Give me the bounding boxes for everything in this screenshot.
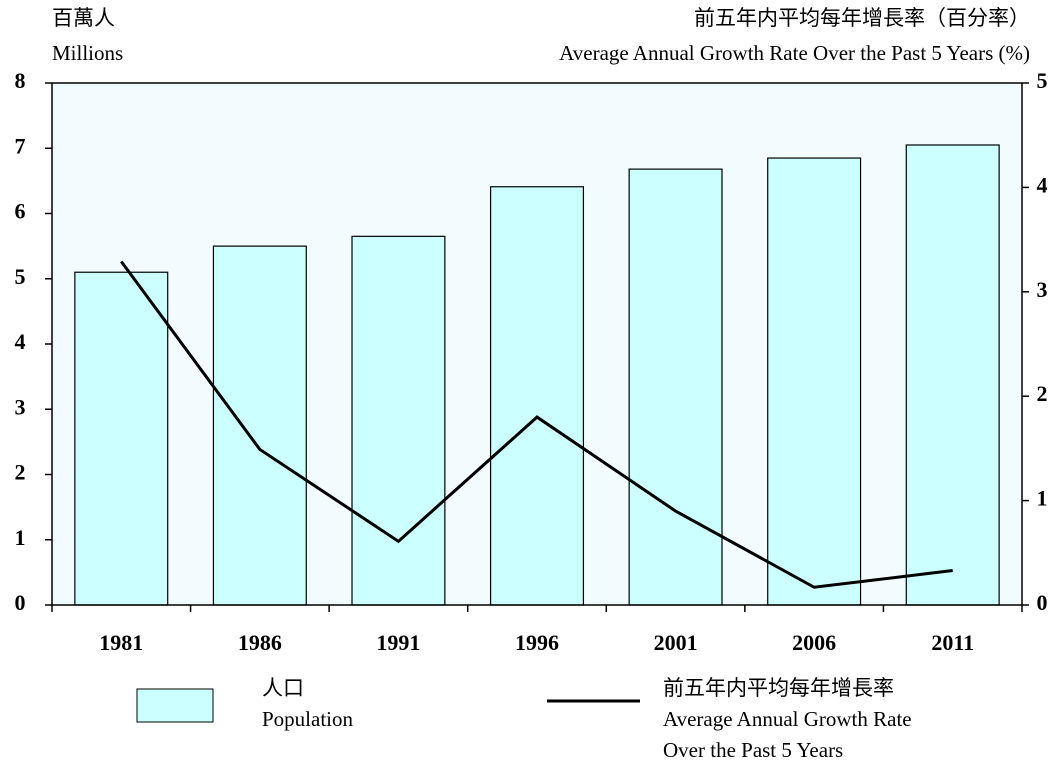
- legend-label: 前五年内平均每年增長率: [663, 676, 894, 700]
- y2-tick-label: 2: [1037, 381, 1048, 406]
- y2-tick-label: 1: [1037, 486, 1048, 511]
- y-tick-label: 3: [15, 394, 26, 419]
- bar: [905, 144, 1000, 606]
- x-tick-label: 2006: [792, 630, 836, 655]
- y2-tick-label: 5: [1037, 68, 1048, 93]
- x-tick-label: 1996: [515, 630, 559, 655]
- y2-tick-label: 3: [1037, 277, 1048, 302]
- x-tick-label: 1981: [99, 630, 143, 655]
- y-tick-label: 8: [15, 68, 26, 93]
- y-tick-label: 6: [15, 199, 26, 224]
- x-tick-label: 1986: [238, 630, 282, 655]
- y-tick-label: 1: [15, 525, 26, 550]
- y2-tick-label: 0: [1037, 590, 1048, 615]
- legend-label: Population: [262, 707, 354, 731]
- bar: [628, 168, 723, 606]
- y2-axis-label: 前五年内平均每年增長率（百分率）: [694, 6, 1030, 30]
- bar: [351, 235, 446, 606]
- y-tick-label: 2: [15, 460, 26, 485]
- x-tick-label: 1991: [376, 630, 420, 655]
- x-tick-label: 2011: [931, 630, 974, 655]
- y-tick-label: 7: [15, 133, 26, 158]
- legend-swatch: [136, 688, 214, 723]
- y2-axis-label: Average Annual Growth Rate Over the Past…: [559, 41, 1030, 65]
- y-axis-label: Millions: [52, 41, 123, 65]
- y-tick-label: 4: [15, 329, 26, 354]
- legend-label: 人口: [262, 676, 304, 700]
- bar: [212, 245, 307, 606]
- x-tick-label: 2001: [654, 630, 698, 655]
- legend-label: Average Annual Growth Rate: [663, 707, 912, 731]
- bar: [767, 157, 862, 606]
- y-tick-label: 0: [15, 590, 26, 615]
- line: [120, 260, 953, 589]
- bar: [489, 186, 585, 606]
- y2-tick-label: 4: [1037, 172, 1048, 197]
- y-tick-label: 5: [15, 264, 26, 289]
- y-axis-label: 百萬人: [52, 6, 115, 30]
- bar: [74, 271, 169, 606]
- legend-label: Over the Past 5 Years: [663, 738, 843, 762]
